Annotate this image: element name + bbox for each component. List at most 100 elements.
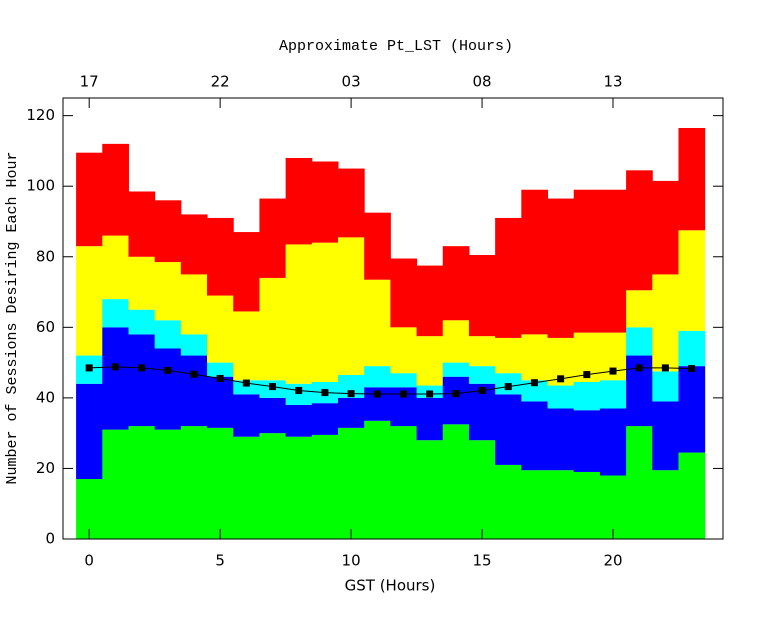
top-axis-title: Approximate Pt_LST (Hours) bbox=[279, 38, 513, 55]
bar-segment bbox=[311, 161, 339, 243]
line-marker bbox=[557, 375, 565, 383]
bar-segment bbox=[102, 327, 129, 430]
bar-segment bbox=[468, 366, 496, 384]
bar-segment bbox=[207, 295, 234, 363]
y-tick-label: 100 bbox=[26, 177, 55, 195]
line-marker bbox=[399, 390, 407, 398]
bar-segment bbox=[521, 380, 549, 402]
bar-segment bbox=[338, 374, 365, 398]
bar-segment bbox=[442, 424, 470, 539]
line-marker bbox=[583, 371, 591, 379]
bar-segment bbox=[495, 464, 522, 539]
bar-segment bbox=[678, 330, 706, 367]
bar-segment bbox=[547, 198, 575, 338]
bar-segment bbox=[599, 380, 627, 409]
bar-segment bbox=[128, 256, 156, 310]
bar-segment bbox=[468, 336, 496, 367]
bar-segment bbox=[154, 262, 182, 321]
bar-segment bbox=[259, 198, 287, 278]
x-tick-label: 10 bbox=[342, 552, 361, 570]
bar-segment bbox=[154, 200, 182, 263]
bar-segment bbox=[573, 471, 601, 539]
bar-segment bbox=[102, 235, 129, 300]
bar-segment bbox=[285, 404, 313, 437]
bar-segment bbox=[311, 403, 339, 435]
bar-segment bbox=[573, 382, 601, 411]
bar-segment bbox=[547, 385, 575, 409]
bar-segment bbox=[102, 143, 129, 236]
plot-area bbox=[76, 127, 706, 539]
bar-segment bbox=[102, 299, 129, 328]
y-tick-label: 20 bbox=[36, 459, 55, 477]
bar-segment bbox=[390, 373, 418, 388]
bar-segment bbox=[338, 168, 365, 238]
line-marker bbox=[426, 390, 434, 398]
bar-segment bbox=[233, 394, 260, 437]
y-tick-label: 80 bbox=[36, 247, 55, 265]
bar-segment bbox=[678, 127, 706, 231]
top-tick-label: 03 bbox=[342, 73, 361, 91]
bar-segment bbox=[442, 362, 470, 377]
line-marker bbox=[216, 374, 224, 382]
bar-segment bbox=[652, 274, 679, 372]
bar-segment bbox=[442, 246, 470, 321]
bar-segment bbox=[364, 279, 391, 367]
x-tick-label: 20 bbox=[603, 552, 622, 570]
plot-frame bbox=[62, 97, 724, 540]
bar-segment bbox=[547, 408, 575, 471]
bar-segment bbox=[599, 408, 627, 476]
bar-segment bbox=[207, 217, 234, 296]
bar-segment bbox=[233, 436, 260, 539]
line-marker bbox=[530, 379, 538, 387]
bar-segment bbox=[76, 246, 103, 356]
top-tick-label: 22 bbox=[211, 73, 230, 91]
bar-segment bbox=[259, 397, 287, 434]
bar-segment bbox=[652, 470, 679, 539]
bar-segment bbox=[416, 397, 444, 441]
line-marker bbox=[138, 364, 146, 372]
bar-segment bbox=[626, 327, 653, 356]
bar-segment bbox=[390, 258, 418, 328]
line bbox=[89, 366, 692, 395]
bar-segment bbox=[128, 334, 156, 427]
line-marker bbox=[452, 390, 460, 398]
line-marker bbox=[347, 390, 355, 398]
y-tick-label: 120 bbox=[26, 106, 55, 124]
line-marker bbox=[295, 386, 303, 394]
bar-segment bbox=[652, 401, 679, 471]
bar-segment bbox=[495, 337, 522, 374]
bar-segment bbox=[285, 383, 313, 405]
bar-segment bbox=[180, 274, 208, 335]
line-marker bbox=[321, 389, 329, 397]
bar-segment bbox=[364, 366, 391, 388]
bar-segment bbox=[128, 191, 156, 257]
line-marker bbox=[478, 386, 486, 394]
bar-segment bbox=[285, 244, 313, 384]
bar-segment bbox=[626, 426, 653, 539]
bar-segment bbox=[521, 401, 549, 471]
bar-segment bbox=[207, 427, 234, 539]
bar-segment bbox=[442, 376, 470, 425]
x-tick-label: 0 bbox=[84, 552, 94, 570]
bar-segment bbox=[311, 242, 339, 383]
line-marker bbox=[190, 370, 198, 378]
bar-segment bbox=[364, 420, 391, 539]
x-axis-title: GST (Hours) bbox=[345, 577, 436, 595]
bar-segment bbox=[285, 436, 313, 539]
bar-segment bbox=[128, 426, 156, 539]
line-marker bbox=[635, 364, 643, 372]
bar-segment bbox=[468, 440, 496, 539]
bar-segment bbox=[416, 336, 444, 386]
bar-segment bbox=[180, 214, 208, 275]
bar-segment bbox=[207, 376, 234, 428]
y-tick-label: 40 bbox=[36, 388, 55, 406]
bar-segment bbox=[652, 180, 679, 275]
bar-segment bbox=[521, 334, 549, 381]
bar-segment bbox=[338, 427, 365, 539]
line-marker bbox=[504, 383, 512, 391]
bar-segment bbox=[652, 371, 679, 402]
bar-segment bbox=[233, 232, 260, 312]
bar-segment bbox=[285, 157, 313, 245]
top-tick-label: 17 bbox=[80, 73, 99, 91]
